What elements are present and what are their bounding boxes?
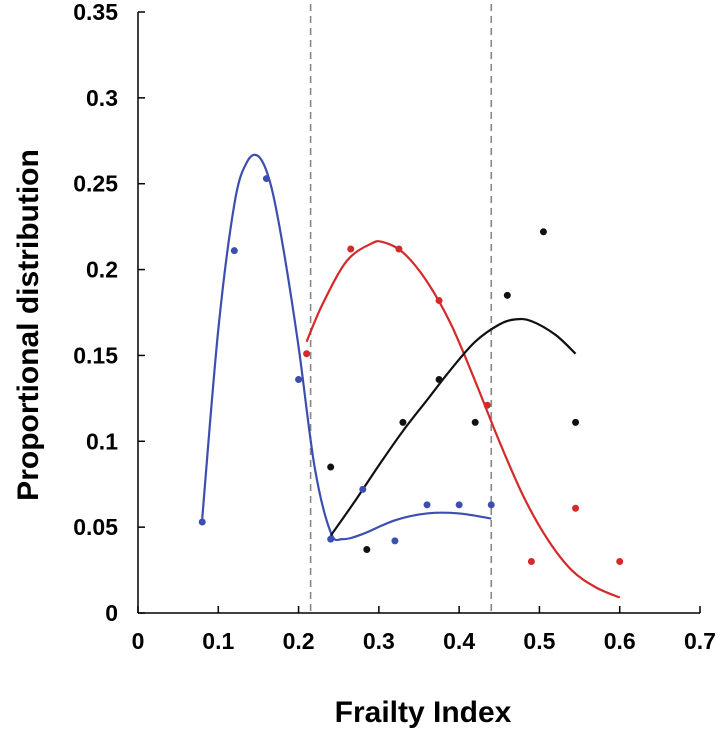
y-axis-label: Proportional distribution — [12, 149, 45, 501]
x-tick-label: 0.7 — [684, 628, 716, 654]
fitted-curve-2 — [305, 240, 621, 599]
x-axis-label: Frailty Index — [335, 696, 512, 729]
data-point — [327, 535, 335, 543]
y-tick-label: 0.35 — [73, 0, 118, 25]
x-tick-label: 0 — [132, 628, 145, 654]
data-point — [399, 418, 407, 426]
y-tick-label: 0 — [105, 600, 118, 626]
data-point — [572, 418, 580, 426]
data-point — [230, 247, 238, 255]
data-point — [487, 501, 495, 509]
data-point — [359, 485, 367, 493]
y-ticks: 0 0.05 0.1 0.15 0.2 0.25 0.3 0.35 — [73, 0, 145, 626]
y-tick-label: 0.15 — [73, 342, 118, 368]
x-tick-label: 0.2 — [283, 628, 315, 654]
data-point — [503, 291, 511, 299]
axes — [137, 12, 700, 614]
x-ticks: 0 0.1 0.2 0.3 0.4 0.5 0.6 0.7 — [132, 606, 716, 654]
x-tick-label: 0.4 — [443, 628, 475, 654]
data-point — [198, 518, 206, 526]
y-tick-label: 0.2 — [86, 257, 118, 283]
y-tick-label: 0.05 — [73, 514, 118, 540]
fitted-curve-3 — [329, 317, 577, 537]
reference-lines — [309, 4, 493, 613]
data-point — [435, 375, 443, 383]
data-point — [327, 463, 335, 471]
fitted-curves — [201, 153, 621, 599]
data-point — [303, 350, 311, 358]
y-tick-label: 0.3 — [86, 85, 118, 111]
data-point — [471, 418, 479, 426]
x-tick-label: 0.1 — [202, 628, 234, 654]
fitted-curve-1 — [201, 153, 492, 542]
data-point — [527, 557, 535, 565]
y-tick-label: 0.25 — [73, 171, 118, 197]
data-point — [363, 545, 371, 553]
data-point — [572, 504, 580, 512]
data-point — [435, 296, 443, 304]
data-point — [455, 501, 463, 509]
data-point — [262, 175, 270, 183]
data-point — [391, 537, 399, 545]
data-point — [483, 401, 491, 409]
y-tick-label: 0.1 — [86, 428, 118, 454]
data-point — [347, 245, 355, 253]
x-tick-label: 0.5 — [523, 628, 555, 654]
data-point — [395, 245, 403, 253]
data-point — [423, 501, 431, 509]
data-points — [198, 175, 624, 565]
data-point — [539, 228, 547, 236]
data-point — [616, 557, 624, 565]
data-point — [295, 375, 303, 383]
x-tick-label: 0.3 — [363, 628, 395, 654]
x-tick-label: 0.6 — [604, 628, 636, 654]
